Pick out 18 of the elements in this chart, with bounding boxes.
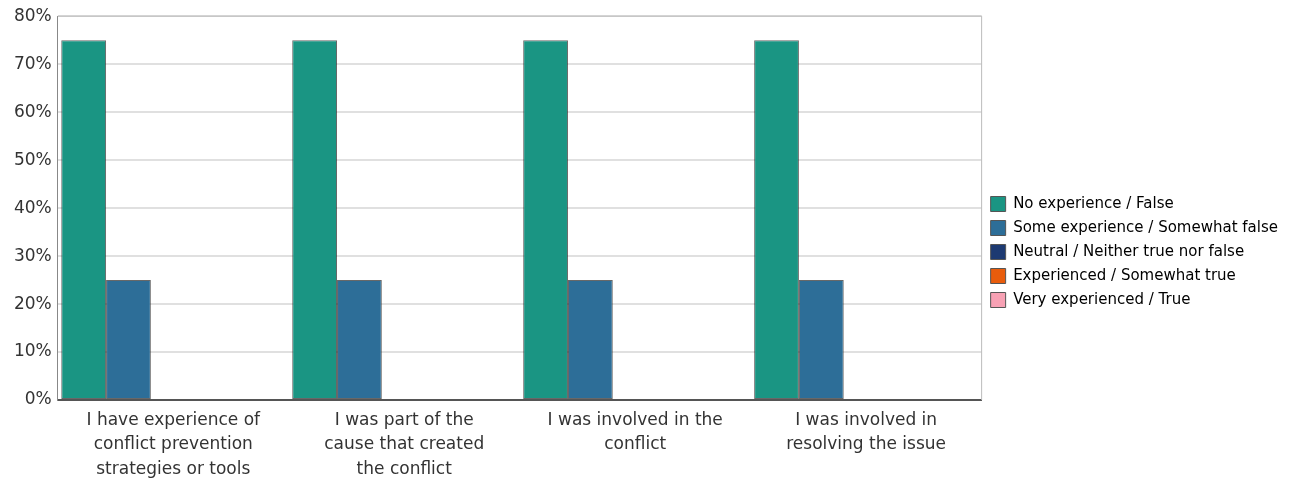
y-tick-label: 30% bbox=[13, 244, 52, 265]
y-tick-label: 10% bbox=[13, 340, 52, 361]
y-tick-label: 50% bbox=[13, 148, 52, 169]
legend-label: Some experience / Somewhat false bbox=[1013, 217, 1278, 236]
x-tick-label: I was involved in the conflict bbox=[547, 408, 723, 454]
x-tick-label: I was part of the cause that created the conflict bbox=[324, 408, 485, 479]
y-tick-label: 60% bbox=[13, 100, 52, 121]
legend-label: Neutral / Neither true nor false bbox=[1013, 241, 1245, 260]
y-tick-label: 70% bbox=[13, 52, 52, 73]
y-tick-label: 40% bbox=[13, 196, 52, 217]
legend-label: Very experienced / True bbox=[1013, 289, 1191, 308]
legend-label: No experience / False bbox=[1013, 193, 1174, 212]
x-tick-label: I was involved in resolving the issue bbox=[786, 408, 947, 454]
y-tick-label: 80% bbox=[13, 4, 52, 25]
y-tick-label: 0% bbox=[24, 388, 52, 409]
y-tick-label: 20% bbox=[13, 292, 52, 313]
x-tick-label: I have experience of conflict prevention strategies or tools bbox=[86, 408, 262, 479]
legend-label: Experienced / Somewhat true bbox=[1013, 265, 1236, 284]
